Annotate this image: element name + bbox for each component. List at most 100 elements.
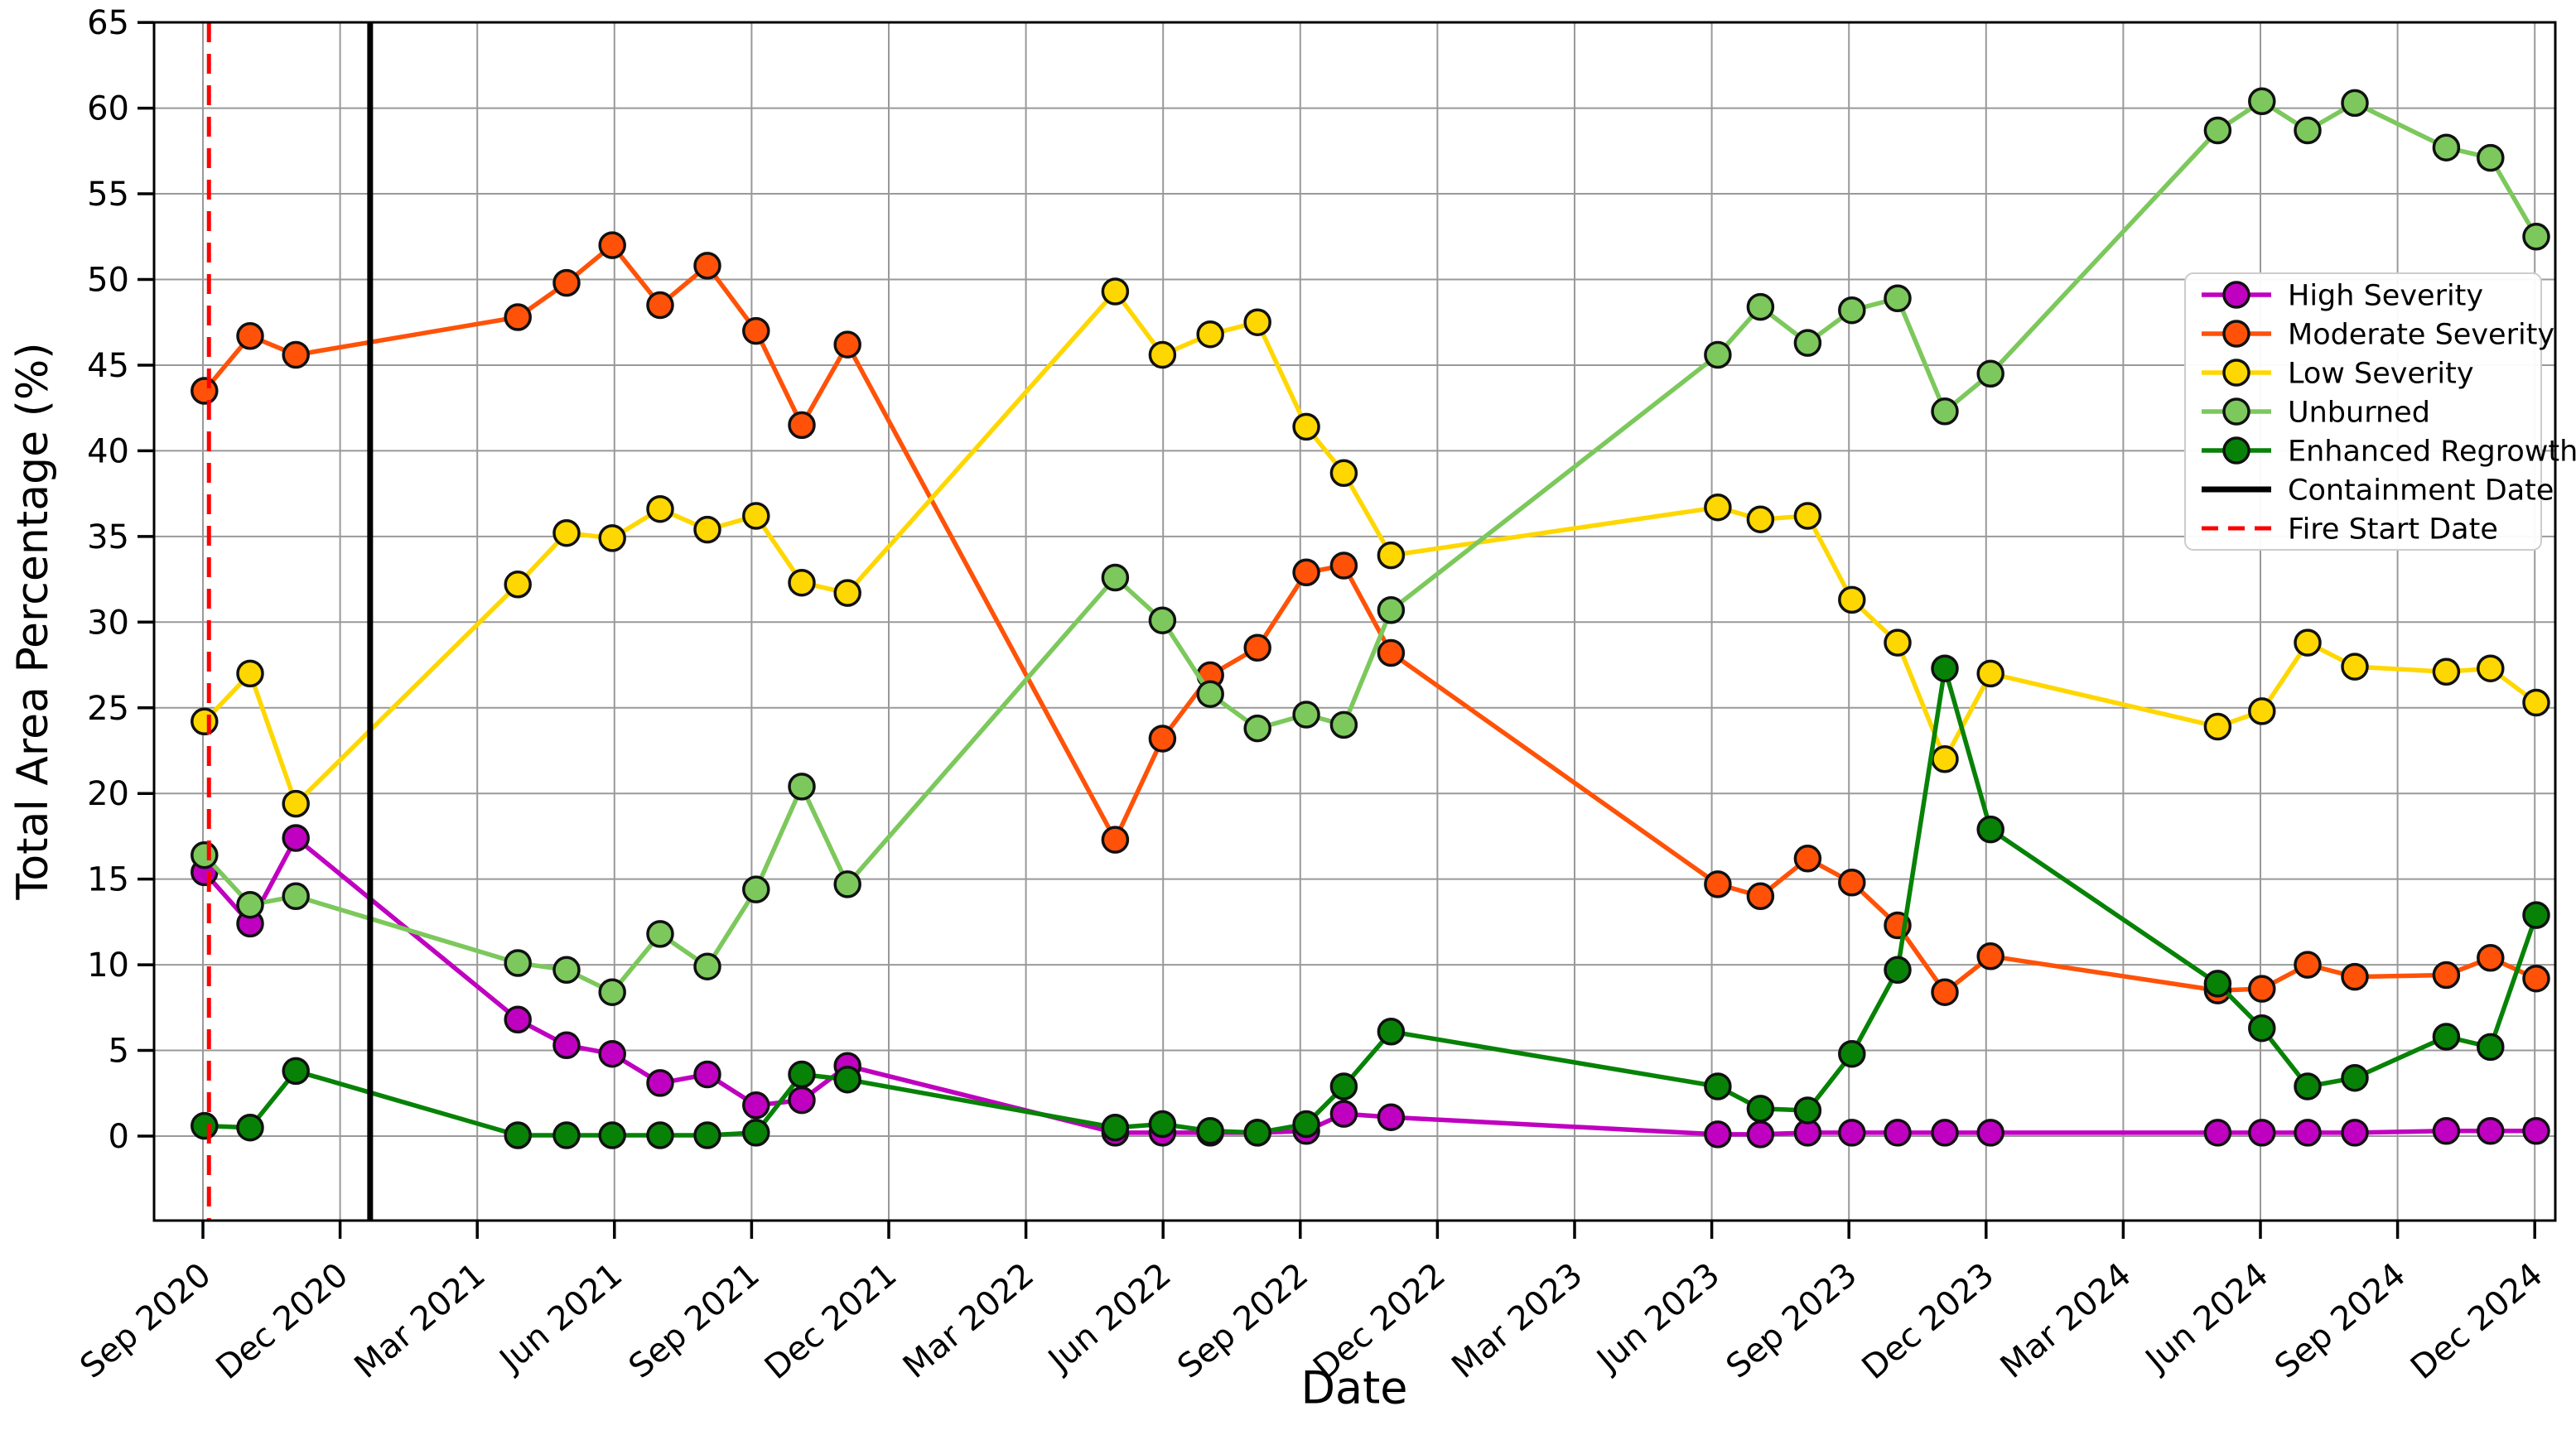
data-point xyxy=(191,1111,219,1140)
data-point xyxy=(1292,558,1320,587)
data-point xyxy=(742,316,770,345)
data-point xyxy=(2248,697,2276,725)
data-point xyxy=(552,268,581,297)
data-point xyxy=(552,518,581,547)
data-point xyxy=(742,875,770,903)
data-point xyxy=(1243,1119,1271,1147)
data-point xyxy=(2294,628,2322,657)
data-point xyxy=(2294,116,2322,145)
data-point xyxy=(1704,870,1732,898)
legend-label: Fire Start Date xyxy=(2288,513,2498,546)
data-point xyxy=(1976,815,2004,844)
data-point xyxy=(236,1113,264,1142)
data-point xyxy=(833,330,861,359)
data-point xyxy=(2432,1023,2461,1051)
data-point xyxy=(1931,654,1959,682)
data-point xyxy=(1243,308,1271,336)
series-moderate-severity xyxy=(191,231,2550,1006)
data-point xyxy=(2203,712,2232,741)
data-point xyxy=(504,949,532,977)
data-point xyxy=(1377,1018,1406,1046)
legend: High Severity Moderate Severity Low Severi… xyxy=(2184,272,2576,551)
data-point xyxy=(2477,143,2505,172)
legend-item-unburned: Unburned xyxy=(2202,396,2430,429)
series-low-severity xyxy=(191,277,2550,818)
data-point xyxy=(504,571,532,599)
data-point xyxy=(1101,277,1130,306)
y-tick-label: 45 xyxy=(87,347,129,385)
data-point xyxy=(1746,882,1775,911)
data-point xyxy=(1793,845,1822,873)
data-point xyxy=(191,840,219,869)
data-point xyxy=(742,1091,770,1120)
data-point xyxy=(2341,1119,2369,1147)
legend-label: Low Severity xyxy=(2288,357,2474,390)
data-point xyxy=(236,890,264,919)
legend-label: High Severity xyxy=(2288,279,2483,312)
data-point xyxy=(1704,1072,1732,1100)
data-point xyxy=(504,1121,532,1149)
data-point xyxy=(2203,970,2232,998)
data-point xyxy=(1838,1039,1866,1068)
data-point xyxy=(2477,654,2505,682)
legend-item-fire-start-date: Fire Start Date xyxy=(2202,513,2498,546)
data-point xyxy=(1884,956,1912,985)
data-point xyxy=(788,411,816,440)
data-point xyxy=(1793,329,1822,357)
data-point xyxy=(236,322,264,350)
data-point xyxy=(1838,296,1866,325)
data-point xyxy=(2477,944,2505,972)
data-point xyxy=(1746,1120,1775,1149)
legend-item-containment-date: Containment Date xyxy=(2202,474,2554,507)
data-point xyxy=(2522,223,2550,251)
data-point xyxy=(598,1121,626,1149)
data-point xyxy=(1377,596,1406,624)
data-point xyxy=(1329,551,1358,580)
data-point xyxy=(2341,89,2369,118)
data-point xyxy=(2477,1033,2505,1062)
legend-box xyxy=(2184,272,2542,551)
data-point xyxy=(1329,459,1358,488)
data-point xyxy=(1196,1117,1224,1145)
data-point xyxy=(1884,1119,1912,1147)
data-point xyxy=(2432,133,2461,161)
legend-item-low-severity: Low Severity xyxy=(2202,357,2474,390)
data-point xyxy=(693,515,721,544)
series-enhanced-regrowth xyxy=(191,654,2550,1149)
data-point xyxy=(552,1031,581,1060)
data-point xyxy=(1793,1096,1822,1125)
x-axis-title: Date xyxy=(1300,1361,1408,1414)
y-tick-label: 20 xyxy=(87,775,129,813)
data-point xyxy=(1976,659,2004,688)
data-point xyxy=(1148,606,1177,634)
data-point xyxy=(2203,1119,2232,1147)
data-point xyxy=(2248,1014,2276,1043)
data-point xyxy=(1704,493,1732,522)
data-point xyxy=(1101,826,1130,854)
data-point xyxy=(1196,320,1224,349)
y-tick-label: 65 xyxy=(87,4,129,42)
data-point xyxy=(2522,688,2550,717)
data-point xyxy=(1931,1119,1959,1147)
data-point xyxy=(1101,1113,1130,1142)
y-tick-label: 5 xyxy=(109,1033,129,1071)
data-point xyxy=(2294,1072,2322,1100)
data-point xyxy=(1329,710,1358,739)
y-axis-title: Total Area Percentage (%) xyxy=(8,342,58,900)
data-point xyxy=(646,1121,674,1149)
data-point xyxy=(833,870,861,898)
data-point xyxy=(191,707,219,736)
data-point xyxy=(1377,541,1406,570)
data-point xyxy=(1838,585,1866,614)
legend-marker-icon xyxy=(2222,397,2250,426)
data-point xyxy=(2522,964,2550,993)
data-point xyxy=(2341,1063,2369,1092)
data-point xyxy=(1243,633,1271,662)
data-point xyxy=(1292,412,1320,441)
y-tick-label: 10 xyxy=(87,946,129,985)
data-point xyxy=(2341,653,2369,681)
data-point xyxy=(552,956,581,985)
data-point xyxy=(1931,397,1959,426)
data-point xyxy=(742,1119,770,1147)
